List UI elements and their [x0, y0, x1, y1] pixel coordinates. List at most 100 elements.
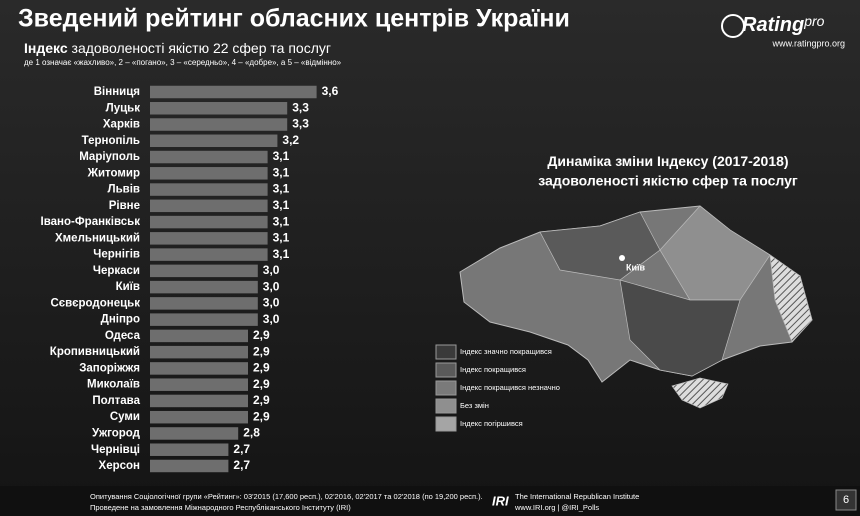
category-label: Херсон: [99, 460, 141, 472]
bar: [150, 427, 239, 440]
bar: [150, 378, 248, 391]
bar: [150, 150, 268, 164]
value-label: 3,1: [273, 182, 290, 196]
category-label: Одеса: [105, 330, 141, 342]
legend-label: Без змін: [460, 401, 489, 410]
value-label: 2,8: [243, 426, 260, 440]
bar: [150, 199, 268, 213]
category-label: Кропивницький: [50, 346, 140, 358]
bar: [150, 167, 268, 180]
legend-swatch: [435, 398, 457, 414]
footer-line2: Проведене на замовлення Міжнародного Рес…: [90, 503, 351, 512]
bar: [150, 118, 288, 131]
category-label: Полтава: [92, 395, 140, 407]
bar: [150, 183, 268, 196]
category-label: Черкаси: [93, 265, 140, 277]
bar: [150, 410, 248, 424]
legend-label: Індекс погіршився: [460, 419, 523, 428]
value-label: 3,1: [273, 231, 290, 245]
value-label: 2,9: [253, 361, 270, 375]
value-label: 3,1: [273, 149, 290, 163]
page-number: 6: [843, 494, 849, 506]
logo-main: Rating: [742, 14, 804, 36]
capital-marker: [619, 255, 625, 261]
category-label: Тернопіль: [82, 135, 140, 147]
slide-title: Зведений рейтинг обласних центрів Україн…: [18, 5, 570, 33]
bar: [150, 134, 278, 148]
bar: [150, 280, 258, 294]
bar: [150, 362, 248, 375]
value-label: 3,1: [273, 198, 290, 212]
legend-label: Індекс покращився: [460, 365, 526, 374]
legend-swatch: [435, 362, 457, 378]
value-label: 3,1: [273, 247, 290, 261]
value-label: 2,9: [253, 344, 270, 358]
value-label: 3,2: [282, 133, 299, 147]
bar: [150, 215, 268, 229]
legend-swatch: [435, 344, 457, 360]
bar: [150, 345, 248, 359]
legend-swatch: [435, 380, 457, 396]
website: www.ratingpro.org: [771, 38, 845, 48]
map-title: Динаміка зміни Індексу (2017-2018): [547, 153, 788, 169]
chart-subtitle: де 1 означає «жахливо», 2 – «погано», 3 …: [24, 58, 342, 67]
iri-web: www.IRI.org | @IRI_Polls: [514, 503, 599, 512]
bar: [150, 248, 268, 261]
value-label: 3,3: [292, 117, 309, 131]
legend-label: Індекс значно покращився: [460, 347, 552, 356]
capital-label: Київ: [626, 262, 646, 272]
value-label: 3,3: [292, 100, 309, 114]
footer-bar: [0, 486, 860, 516]
category-label: Київ: [116, 281, 140, 293]
bar: [150, 102, 288, 115]
map-title-line2: задоволеності якістю сфер та послуг: [538, 173, 798, 189]
value-label: 2,7: [233, 442, 250, 456]
category-label: Житомир: [87, 167, 140, 179]
map-occupied: [769, 254, 813, 343]
bar: [150, 297, 258, 310]
logo: Ratingpro: [742, 13, 825, 37]
value-label: 3,0: [263, 279, 280, 293]
category-label: Чернівці: [91, 444, 140, 456]
value-label: 2,9: [253, 393, 270, 407]
logo-suffix: pro: [803, 13, 824, 29]
legend-label: Індекс покращився незначно: [460, 383, 560, 392]
category-label: Сєвєродонецьк: [50, 297, 140, 309]
value-label: 3,0: [263, 312, 280, 326]
category-label: Хмельницький: [55, 232, 140, 244]
iri-logo: IRI: [492, 493, 509, 508]
category-label: Івано-Франківськ: [41, 216, 141, 228]
chart-title: Індекс задоволеності якістю 22 сфер та п…: [24, 40, 331, 56]
map-title-rest: зміни Індексу (2017-2018): [615, 153, 788, 169]
map: Київ: [459, 205, 813, 409]
category-label: Вінниця: [94, 86, 140, 98]
value-label: 2,7: [233, 458, 250, 472]
bar: [150, 313, 258, 326]
bar: [150, 264, 258, 278]
category-label: Ужгород: [92, 427, 141, 439]
bar: [150, 85, 317, 99]
value-label: 3,1: [273, 165, 290, 179]
category-label: Запоріжжя: [79, 362, 140, 374]
category-label: Луцьк: [106, 102, 141, 114]
value-label: 2,9: [253, 377, 270, 391]
bar: [150, 329, 248, 343]
category-label: Харків: [103, 119, 140, 131]
value-label: 3,6: [322, 84, 339, 98]
category-label: Суми: [110, 411, 140, 423]
value-label: 3,0: [263, 296, 280, 310]
category-label: Рівне: [109, 200, 140, 212]
bar: [150, 232, 268, 245]
value-label: 3,1: [273, 214, 290, 228]
legend-swatch: [435, 416, 457, 432]
bar: [150, 459, 229, 473]
iri-name: The International Republican Institute: [515, 492, 639, 501]
category-label: Дніпро: [101, 314, 140, 326]
category-label: Маріуполь: [79, 151, 140, 163]
category-label: Миколаїв: [87, 379, 140, 391]
map-title-bold: Динаміка: [547, 153, 611, 169]
chart-title-bold: Індекс: [24, 40, 68, 56]
map-crimea: [671, 377, 729, 409]
page-box: [835, 489, 857, 511]
